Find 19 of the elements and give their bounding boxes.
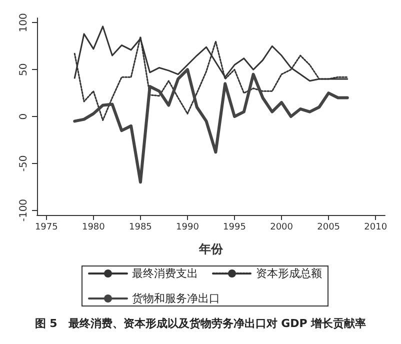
x-tick-label: 1985: [129, 222, 152, 232]
y-tick-label: 100: [18, 13, 30, 32]
y-tick-label: -100: [18, 198, 30, 222]
x-tick-label: 2005: [317, 222, 340, 232]
x-axis-title: 年份: [198, 242, 224, 256]
legend-label: 资本形成总额: [256, 267, 322, 280]
x-tick-label: 1995: [223, 222, 246, 232]
y-tick-label: 50: [18, 63, 30, 76]
x-tick-label: 1975: [34, 222, 58, 232]
x-tick-label: 2000: [270, 222, 294, 232]
caption: 图 5 最终消费、资本形成以及货物劳务净出口对 GDP 增长贡献率: [34, 317, 366, 330]
legend-label: 最终消费支出: [132, 267, 198, 280]
y-tick-label: 0: [18, 113, 30, 120]
line-series: [73, 68, 349, 184]
x-tick-label: 2010: [364, 222, 388, 232]
x-tick-label: 1990: [176, 222, 200, 232]
x-tick-label: 1980: [82, 222, 106, 232]
legend-label: 货物和服务净出口: [132, 292, 220, 305]
y-tick-label: -50: [18, 155, 30, 172]
